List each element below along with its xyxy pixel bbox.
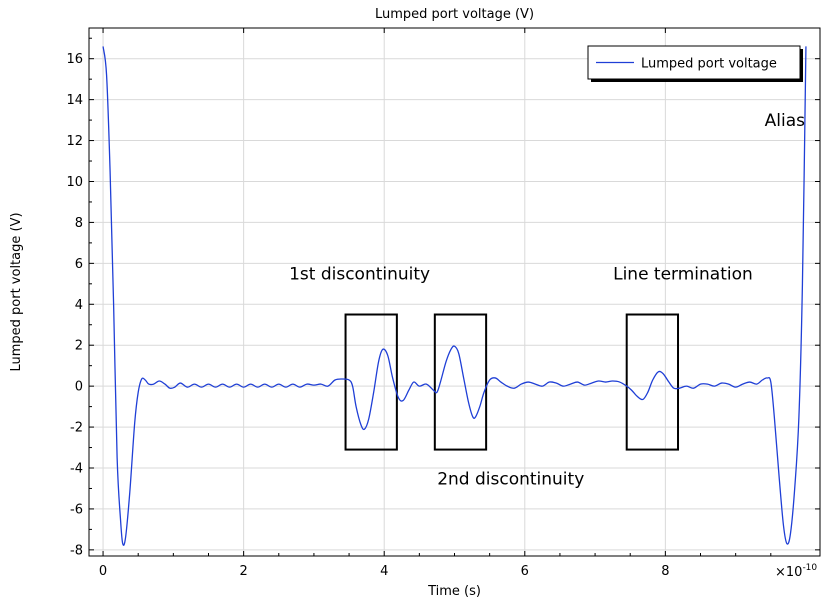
y-tick-label: 14 xyxy=(66,93,83,108)
x-axis-ticks: 0 2 4 6 8 xyxy=(99,28,772,579)
y-tick-label: 8 xyxy=(75,216,83,231)
x-axis-multiplier: ×10-10 xyxy=(775,563,817,580)
y-axis-ticks: -8 -6 -4 -2 0 2 4 6 8 10 12 14 16 xyxy=(66,37,820,558)
y-tick-label: -4 xyxy=(70,462,83,477)
annotation-label: Alias xyxy=(765,111,805,131)
chart-title: Lumped port voltage (V) xyxy=(375,7,534,22)
y-tick-label: -6 xyxy=(70,502,83,517)
legend: Lumped port voltage xyxy=(587,45,803,82)
annotation-label: Line termination xyxy=(613,265,753,285)
y-tick-label: 10 xyxy=(66,175,83,190)
legend-entry-label: Lumped port voltage xyxy=(641,57,777,72)
highlight-boxes xyxy=(344,313,680,451)
x-axis-label: Time (s) xyxy=(427,584,481,599)
x-tick-label: 8 xyxy=(661,564,669,579)
y-tick-label: 12 xyxy=(66,134,83,149)
x-tick-label: 4 xyxy=(380,564,388,579)
y-axis-label: Lumped port voltage (V) xyxy=(9,212,24,371)
highlight-box xyxy=(344,313,398,451)
y-tick-label: 6 xyxy=(75,257,83,272)
y-tick-label: -2 xyxy=(70,421,83,436)
grid-lines xyxy=(89,28,820,556)
y-tick-label: 16 xyxy=(66,52,83,67)
highlight-box xyxy=(433,313,488,451)
x-tick-label: 0 xyxy=(99,564,107,579)
x-multiplier-exponent: -10 xyxy=(802,563,817,573)
series-line xyxy=(102,46,807,546)
annotation-label: 1st discontinuity xyxy=(289,265,430,285)
x-tick-label: 2 xyxy=(239,564,247,579)
y-tick-label: 4 xyxy=(75,298,83,313)
highlight-box xyxy=(625,313,680,451)
series-layer xyxy=(102,46,807,546)
annotation-label: 2nd discontinuity xyxy=(437,469,584,489)
y-tick-label: 2 xyxy=(75,339,83,354)
y-tick-label: 0 xyxy=(75,380,83,395)
x-multiplier-base: ×10 xyxy=(775,565,802,580)
x-tick-label: 6 xyxy=(521,564,529,579)
y-tick-label: -8 xyxy=(70,543,83,558)
annotations: Alias 1st discontinuity Line termination 2n… xyxy=(289,111,805,489)
